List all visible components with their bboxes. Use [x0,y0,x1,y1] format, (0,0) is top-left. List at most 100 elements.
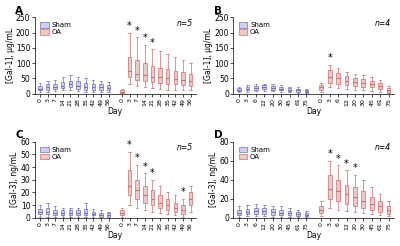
Bar [353,187,357,206]
Text: *: * [150,168,155,178]
Bar [296,212,300,216]
Bar [296,89,300,92]
Y-axis label: [Gal-1], μg/mL: [Gal-1], μg/mL [204,28,213,83]
Text: n=4: n=4 [375,19,391,28]
Bar [158,195,162,208]
Bar [262,85,266,89]
Bar [378,83,382,89]
Bar [92,84,95,90]
Bar [128,169,131,195]
X-axis label: Day: Day [108,107,123,116]
Text: *: * [127,21,132,31]
Bar [387,88,390,92]
Bar [271,86,275,90]
Bar [189,192,192,205]
Text: *: * [327,53,332,63]
Y-axis label: [Gal-1], μg/mL: [Gal-1], μg/mL [6,28,14,83]
Bar [319,206,323,213]
Bar [99,84,102,91]
Text: *: * [352,164,357,173]
Bar [99,213,102,217]
Bar [246,87,249,91]
Bar [370,81,374,87]
Bar [107,85,110,91]
Bar [174,203,177,212]
Bar [370,197,374,210]
Bar [38,209,42,214]
Bar [69,210,72,215]
Bar [279,87,283,91]
Bar [166,199,169,210]
Bar [54,210,57,215]
Bar [151,190,154,205]
Bar [304,90,308,92]
Bar [143,63,146,81]
Legend: Sham, OA: Sham, OA [40,146,72,160]
Legend: Sham, OA: Sham, OA [40,21,72,36]
Bar [136,180,139,199]
Bar [158,68,162,83]
Bar [84,83,87,90]
Bar [319,85,323,91]
Bar [151,66,154,82]
X-axis label: Day: Day [306,231,321,240]
Bar [128,57,131,77]
Bar [46,84,49,90]
Bar [46,208,49,214]
Bar [107,213,110,217]
Text: B: B [214,6,222,16]
Text: D: D [214,130,222,140]
Text: A: A [15,6,23,16]
X-axis label: Day: Day [306,107,321,116]
Bar [84,209,87,215]
Bar [288,211,292,215]
Bar [181,205,185,214]
Text: *: * [336,154,340,164]
Bar [262,208,266,214]
Bar [166,69,169,84]
Text: *: * [142,162,147,172]
Text: n=4: n=4 [375,143,391,152]
Bar [92,212,95,215]
Bar [69,81,72,87]
Bar [38,86,42,91]
Bar [120,210,124,215]
Bar [76,210,80,215]
Bar [345,184,348,204]
Bar [246,209,249,214]
Y-axis label: [Gal-3], ng/mL: [Gal-3], ng/mL [10,152,19,207]
Bar [362,191,365,208]
Bar [120,91,124,93]
Bar [336,73,340,84]
Text: *: * [180,187,185,197]
Bar [362,79,365,87]
Legend: Sham, OA: Sham, OA [238,146,271,160]
Bar [254,208,258,214]
Bar [353,78,357,86]
Bar [237,210,241,215]
Bar [271,209,275,215]
Bar [181,72,185,85]
Bar [336,180,340,201]
Bar [189,74,192,86]
Bar [61,82,64,88]
Text: *: * [135,26,140,36]
Text: *: * [327,149,332,159]
Bar [328,70,332,83]
Bar [174,71,177,84]
Bar [387,206,390,214]
Text: *: * [135,153,140,163]
Text: *: * [150,38,155,48]
Text: n=5: n=5 [176,143,193,152]
Bar [378,201,382,212]
Bar [288,88,292,91]
Text: *: * [142,33,147,43]
Bar [304,213,308,216]
Text: *: * [127,140,132,150]
Bar [136,60,139,80]
Y-axis label: [Gal-3], ng/mL: [Gal-3], ng/mL [209,152,218,207]
Bar [61,210,64,215]
Bar [328,175,332,199]
X-axis label: Day: Day [108,231,123,240]
Legend: Sham, OA: Sham, OA [238,21,271,36]
